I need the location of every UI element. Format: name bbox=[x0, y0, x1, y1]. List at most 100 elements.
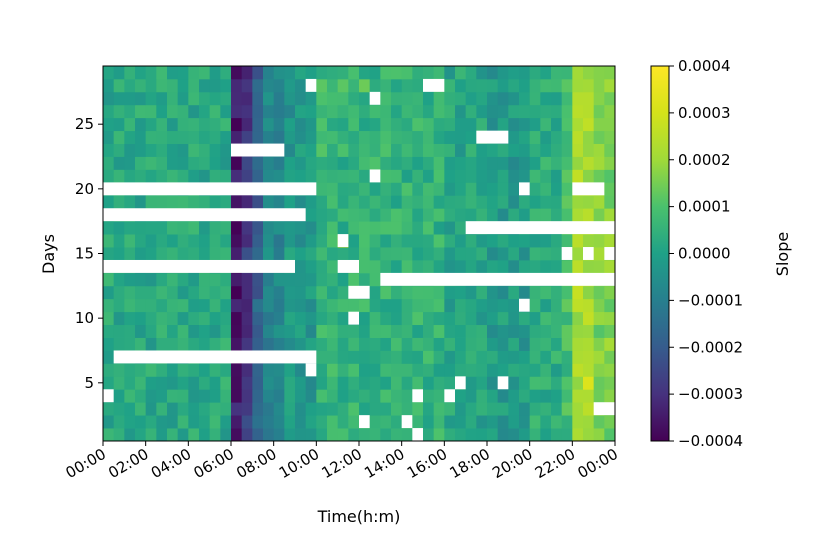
heatmap-cell bbox=[391, 324, 403, 338]
heatmap-cell bbox=[167, 376, 179, 390]
heatmap-cell bbox=[167, 389, 179, 403]
heatmap-cell bbox=[305, 272, 317, 287]
heatmap-cell bbox=[444, 195, 456, 209]
heatmap-cell bbox=[177, 247, 189, 261]
heatmap-cell bbox=[444, 402, 456, 416]
heatmap-cell bbox=[209, 104, 221, 119]
heatmap-cell bbox=[188, 402, 200, 416]
heatmap-cell bbox=[156, 402, 168, 416]
heatmap-cell bbox=[476, 182, 488, 196]
heatmap-cell bbox=[551, 117, 563, 132]
heatmap-cell bbox=[540, 247, 552, 261]
missing-data-gap bbox=[497, 376, 509, 390]
heatmap-cell bbox=[604, 415, 616, 429]
heatmap-cell bbox=[135, 337, 147, 351]
heatmap-cell bbox=[156, 169, 168, 183]
heatmap-cell bbox=[519, 143, 531, 157]
heatmap-cell bbox=[348, 91, 360, 106]
heatmap-cell bbox=[508, 247, 520, 261]
heatmap-cell bbox=[487, 298, 499, 313]
heatmap-cell bbox=[476, 247, 488, 261]
heatmap-cell bbox=[220, 195, 232, 209]
heatmap-cell bbox=[273, 376, 285, 390]
heatmap-cell bbox=[583, 389, 595, 403]
heatmap-cell bbox=[231, 337, 243, 351]
heatmap-cell bbox=[519, 259, 531, 274]
heatmap-cell bbox=[497, 66, 509, 80]
heatmap-cell bbox=[412, 78, 424, 93]
heatmap-cell bbox=[359, 208, 371, 222]
heatmap-cell bbox=[220, 169, 232, 183]
heatmap-cell bbox=[156, 143, 168, 157]
heatmap-cell bbox=[401, 143, 413, 157]
heatmap-cell bbox=[252, 117, 264, 132]
heatmap-cell bbox=[145, 195, 157, 209]
heatmap-cell bbox=[583, 376, 595, 390]
heatmap-cell bbox=[167, 66, 179, 80]
heatmap-cell bbox=[401, 376, 413, 390]
heatmap-cell bbox=[199, 78, 211, 93]
heatmap-cell bbox=[124, 415, 136, 429]
heatmap-cell bbox=[103, 415, 115, 429]
heatmap-cell bbox=[455, 324, 467, 338]
heatmap-cell bbox=[241, 363, 253, 377]
heatmap-cell bbox=[519, 324, 531, 338]
heatmap-cell bbox=[519, 234, 531, 248]
heatmap-cell bbox=[540, 428, 552, 442]
heatmap-cell bbox=[391, 285, 403, 300]
heatmap-cell bbox=[327, 324, 339, 338]
heatmap-cell bbox=[263, 156, 275, 170]
heatmap-cell bbox=[156, 130, 168, 144]
heatmap-cell bbox=[529, 363, 541, 377]
heatmap-cell bbox=[252, 169, 264, 183]
heatmap-cell bbox=[135, 156, 147, 170]
heatmap-cell bbox=[423, 311, 435, 326]
heatmap-cell bbox=[316, 221, 328, 235]
heatmap-cell bbox=[412, 402, 424, 416]
heatmap-cell bbox=[391, 117, 403, 132]
heatmap-cell bbox=[316, 130, 328, 144]
heatmap-cell bbox=[348, 363, 360, 377]
heatmap-cell bbox=[465, 156, 477, 170]
y-tick-label: 25 bbox=[75, 115, 94, 133]
heatmap-cell bbox=[295, 234, 307, 248]
heatmap-cell bbox=[497, 298, 509, 313]
heatmap-cell bbox=[583, 234, 595, 248]
heatmap-cell bbox=[113, 298, 125, 313]
heatmap-cell bbox=[508, 208, 520, 222]
heatmap-cells bbox=[103, 66, 616, 442]
heatmap-cell bbox=[113, 324, 125, 338]
heatmap-cell bbox=[177, 117, 189, 132]
heatmap-cell bbox=[433, 324, 445, 338]
heatmap-cell bbox=[327, 376, 339, 390]
heatmap-cell bbox=[135, 221, 147, 235]
heatmap-cell bbox=[220, 311, 232, 326]
heatmap-cell bbox=[284, 324, 296, 338]
heatmap-cell bbox=[476, 428, 488, 442]
heatmap-cell bbox=[209, 376, 221, 390]
heatmap-cell bbox=[113, 363, 125, 377]
missing-data-gap bbox=[519, 182, 530, 196]
heatmap-cell bbox=[391, 66, 403, 80]
heatmap-cell bbox=[103, 143, 115, 157]
heatmap-cell bbox=[551, 104, 563, 119]
heatmap-cell bbox=[529, 104, 541, 119]
heatmap-cell bbox=[551, 428, 563, 442]
missing-data-gap bbox=[401, 415, 413, 429]
heatmap-cell bbox=[177, 324, 189, 338]
heatmap-cell bbox=[156, 156, 168, 170]
heatmap-cell bbox=[551, 182, 563, 196]
heatmap-cell bbox=[455, 311, 467, 326]
heatmap-cell bbox=[519, 66, 531, 80]
heatmap-cell bbox=[423, 182, 435, 196]
heatmap-cell bbox=[231, 376, 243, 390]
heatmap-cell bbox=[113, 66, 125, 80]
heatmap-cell bbox=[391, 402, 403, 416]
heatmap-cell bbox=[433, 415, 445, 429]
heatmap-cell bbox=[231, 285, 243, 300]
heatmap-cell bbox=[327, 337, 339, 351]
heatmap-cell bbox=[220, 428, 232, 442]
heatmap-cell bbox=[348, 169, 360, 183]
heatmap-cell bbox=[348, 143, 360, 157]
heatmap-cell bbox=[423, 415, 435, 429]
